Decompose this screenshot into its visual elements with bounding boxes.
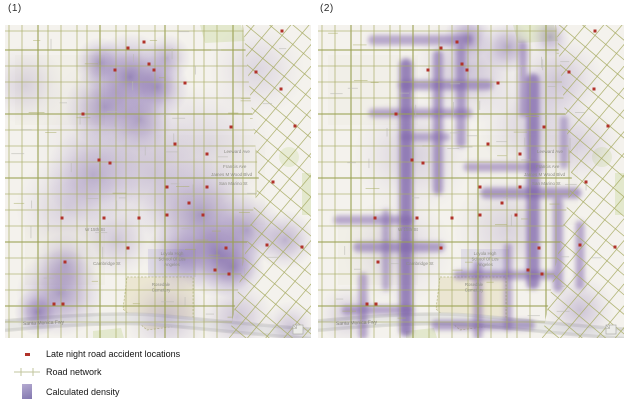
legend-row-roads: Road network: [12, 365, 312, 379]
svg-text:Francis Ave: Francis Ave: [223, 164, 247, 169]
legend-label-roads: Road network: [46, 367, 102, 377]
svg-text:Rosedale: Rosedale: [465, 282, 484, 287]
svg-text:Santa Monica Fwy: Santa Monica Fwy: [23, 320, 65, 327]
svg-text:Angeles: Angeles: [164, 262, 180, 267]
svg-text:James M Wood Blvd: James M Wood Blvd: [211, 172, 253, 177]
svg-text:Francis Ave: Francis Ave: [536, 164, 560, 169]
accident-points-layer: [52, 29, 304, 306]
legend-label-accidents: Late night road accident locations: [46, 349, 181, 359]
svg-text:Leeward Ave: Leeward Ave: [224, 149, 250, 154]
svg-text:W 15th St: W 15th St: [85, 227, 106, 232]
density-swatch-icon: [22, 384, 32, 399]
page-curl-icon: [292, 324, 304, 335]
svg-text:Rosedale: Rosedale: [152, 282, 171, 287]
road-network-icon: [14, 368, 40, 376]
legend: Late night road accident locations Road …: [12, 347, 312, 404]
svg-text:W 15th St: W 15th St: [398, 227, 419, 232]
svg-text:San Marino St: San Marino St: [219, 181, 248, 186]
network-density-map: W 15th St Cambridge St Leeward Ave Francis …: [318, 25, 624, 338]
svg-text:Loyola High: Loyola High: [474, 251, 497, 256]
page-curl-icon: [605, 324, 617, 335]
svg-text:School Of Los: School Of Los: [159, 257, 186, 262]
svg-text:San Marino St: San Marino St: [532, 181, 561, 186]
svg-text:Angeles: Angeles: [477, 262, 493, 267]
kernel-density-map: W 15th St Cambridge St Leeward Ave Francis …: [5, 25, 311, 338]
legend-row-density: Calculated density: [12, 383, 312, 400]
svg-text:Cambridge St: Cambridge St: [406, 261, 434, 266]
svg-text:Santa Monica Fwy: Santa Monica Fwy: [336, 320, 378, 327]
svg-text:James M Wood Blvd: James M Wood Blvd: [524, 172, 566, 177]
panel2-label: (2): [320, 3, 334, 14]
legend-label-density: Calculated density: [46, 386, 120, 397]
accident-points-layer: [365, 29, 617, 306]
svg-text:School Of Los: School Of Los: [472, 257, 499, 262]
svg-text:Loyola High: Loyola High: [161, 251, 184, 256]
panel1-label: (1): [8, 3, 22, 14]
svg-text:Cambridge St: Cambridge St: [93, 261, 121, 266]
accident-dot-icon: [24, 352, 30, 356]
svg-text:Cemetery: Cemetery: [152, 288, 171, 293]
legend-row-accidents: Late night road accident locations: [12, 347, 312, 361]
svg-text:Cemetery: Cemetery: [465, 288, 484, 293]
svg-text:Leeward Ave: Leeward Ave: [537, 149, 563, 154]
